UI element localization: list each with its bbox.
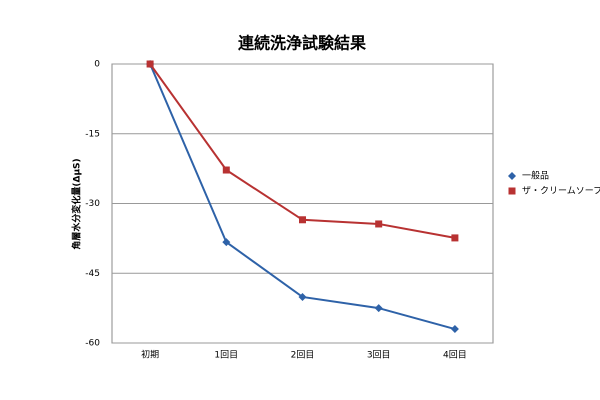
marker [298, 292, 307, 301]
y-axis-label: 角層水分変化量(ΔμS) [71, 158, 83, 249]
marker [450, 325, 459, 334]
x-tick-label: 3回目 [367, 350, 391, 361]
x-tick-label: 1回目 [214, 350, 238, 361]
chart-title: 連続洗浄試験結果 [238, 34, 366, 53]
marker [222, 166, 230, 174]
legend-marker [508, 172, 516, 180]
y-tick-label: -60 [85, 339, 100, 349]
y-tick-label: -15 [85, 129, 100, 139]
legend-marker [508, 187, 516, 195]
legend-label: 一般品 [522, 170, 549, 182]
marker [299, 216, 306, 224]
x-tick-label: 4回目 [443, 350, 467, 361]
y-tick-label: 0 [94, 60, 100, 70]
marker [374, 304, 383, 313]
marker [146, 60, 154, 68]
y-tick-label: -45 [85, 269, 100, 279]
x-tick-label: 2回目 [291, 350, 315, 361]
marker [451, 234, 459, 242]
x-tick-label: 初期 [141, 349, 159, 361]
y-tick-label: -30 [85, 199, 100, 209]
legend-label: ザ・クリームソープ [522, 186, 600, 197]
marker [222, 238, 231, 247]
marker [375, 220, 383, 228]
